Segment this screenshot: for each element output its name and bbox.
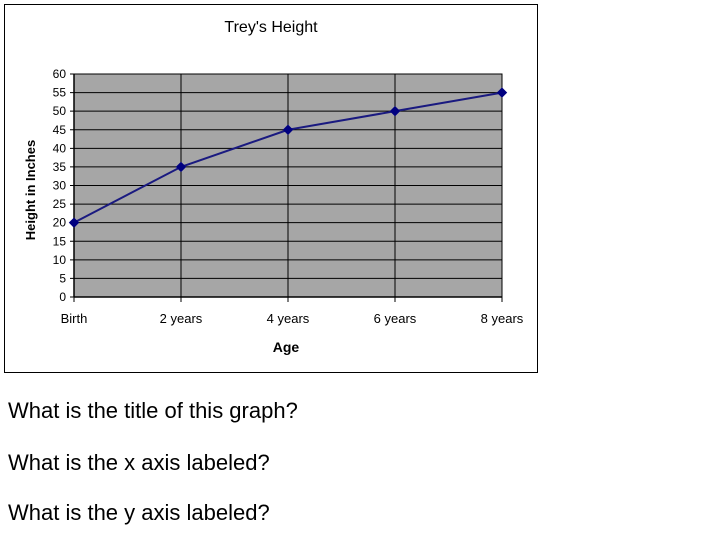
x-tick-label: 8 years: [481, 311, 524, 326]
data-point: [68, 217, 80, 228]
data-point: [496, 87, 508, 98]
x-tick-label: 6 years: [374, 311, 417, 326]
question-y-axis: What is the y axis labeled?: [8, 500, 270, 525]
plot-border: [73, 73, 503, 298]
y-tick-label: 25: [53, 197, 67, 211]
data-point: [282, 124, 294, 135]
y-tick-label: 20: [53, 216, 67, 230]
x-tick-label: Birth: [61, 311, 88, 326]
question-x-axis: What is the x axis labeled?: [8, 450, 270, 475]
data-point: [389, 105, 401, 117]
x-tick-label: 4 years: [267, 311, 310, 326]
y-tick-label: 45: [53, 123, 67, 137]
plot-area: 0 5 10 15 20 25 30 35 40 45 50 55 60 Birth 2 years 4 ye…: [53, 67, 524, 326]
y-tick-label: 0: [59, 290, 66, 304]
y-tick-label: 50: [53, 104, 67, 118]
y-tick-label: 60: [53, 67, 67, 81]
y-tick-label: 5: [59, 271, 66, 285]
y-tick-label: 35: [53, 160, 67, 174]
y-tick-label: 10: [53, 253, 67, 267]
x-tick-label: 2 years: [160, 311, 203, 326]
chart-title: Trey's Height: [224, 19, 318, 36]
data-point: [175, 161, 187, 173]
y-tick-label: 30: [53, 179, 67, 193]
y-tick-label: 40: [53, 141, 67, 155]
y-axis-label: Height in Inches: [23, 140, 38, 240]
line-chart: Trey's Height 0 5 10 15 20 25 30 35 40 45 50 55 60 Bi…: [4, 4, 538, 373]
y-tick-label: 15: [53, 234, 67, 248]
y-tick-label: 55: [53, 86, 67, 100]
chart: Trey's Height 0 5 10 15 20 25 30 35 40 45 50 55 60 Bi…: [4, 4, 538, 373]
question-title: What is the title of this graph?: [8, 398, 298, 423]
x-axis-label: Age: [273, 339, 300, 355]
